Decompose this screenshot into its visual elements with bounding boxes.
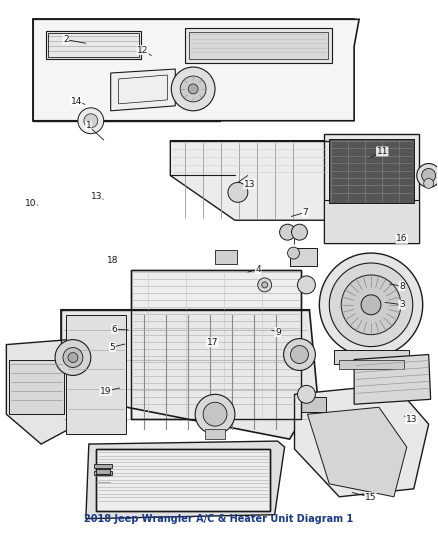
Polygon shape <box>66 315 126 434</box>
Bar <box>96 449 270 511</box>
Polygon shape <box>170 141 354 220</box>
Bar <box>215 250 237 264</box>
Circle shape <box>319 253 423 357</box>
Bar <box>96 449 270 511</box>
Bar <box>329 139 414 203</box>
Text: 2: 2 <box>63 35 69 44</box>
Circle shape <box>195 394 235 434</box>
Circle shape <box>424 179 434 188</box>
Circle shape <box>361 295 381 315</box>
Circle shape <box>84 114 98 128</box>
Circle shape <box>422 168 436 182</box>
Bar <box>131 270 301 419</box>
Text: 17: 17 <box>207 338 218 347</box>
Text: 9: 9 <box>275 328 281 337</box>
Circle shape <box>288 247 300 259</box>
Circle shape <box>262 282 268 288</box>
Circle shape <box>188 84 198 94</box>
Bar <box>290 248 318 266</box>
Bar <box>301 397 326 412</box>
Polygon shape <box>33 19 359 121</box>
Circle shape <box>417 164 438 188</box>
Circle shape <box>297 276 315 294</box>
Circle shape <box>329 263 413 346</box>
Text: 13: 13 <box>406 415 417 424</box>
Polygon shape <box>61 310 318 439</box>
Circle shape <box>258 278 272 292</box>
Bar <box>96 469 110 474</box>
Circle shape <box>68 352 78 362</box>
Polygon shape <box>307 407 407 497</box>
Text: 16: 16 <box>396 235 407 244</box>
Polygon shape <box>294 384 429 497</box>
Circle shape <box>180 76 206 102</box>
Bar <box>46 31 141 59</box>
Circle shape <box>297 385 315 403</box>
Text: 13: 13 <box>244 180 255 189</box>
Bar <box>96 469 110 474</box>
Text: 14: 14 <box>71 96 82 106</box>
Bar <box>94 471 112 475</box>
Circle shape <box>55 340 91 375</box>
Circle shape <box>171 67 215 111</box>
Bar <box>9 360 64 414</box>
Circle shape <box>292 224 307 240</box>
Text: 1: 1 <box>85 122 91 131</box>
Bar <box>324 134 419 243</box>
Text: 2018 Jeep Wrangler A/C & Heater Unit Diagram 1: 2018 Jeep Wrangler A/C & Heater Unit Dia… <box>85 514 353 523</box>
Circle shape <box>78 108 104 134</box>
Text: 4: 4 <box>255 265 261 273</box>
Circle shape <box>228 182 248 203</box>
Text: 12: 12 <box>137 46 148 55</box>
Text: 5: 5 <box>110 343 115 352</box>
Bar <box>96 469 110 474</box>
Bar <box>94 464 112 468</box>
Circle shape <box>341 275 401 335</box>
Text: 10: 10 <box>25 199 37 208</box>
Text: 11: 11 <box>376 147 388 156</box>
Bar <box>189 32 328 59</box>
Bar <box>324 200 419 243</box>
Bar <box>205 429 225 439</box>
Bar <box>339 360 404 369</box>
Polygon shape <box>7 340 69 444</box>
Text: 15: 15 <box>365 492 376 502</box>
Text: 8: 8 <box>399 281 405 290</box>
Bar <box>48 33 138 57</box>
Circle shape <box>283 338 315 370</box>
Bar <box>185 28 332 63</box>
Circle shape <box>203 402 227 426</box>
Text: 19: 19 <box>100 386 112 395</box>
Text: 18: 18 <box>106 256 118 265</box>
Text: 7: 7 <box>302 208 308 217</box>
Circle shape <box>63 348 83 367</box>
Bar <box>334 350 409 365</box>
Polygon shape <box>354 354 431 404</box>
Text: 13: 13 <box>91 192 102 201</box>
Circle shape <box>279 224 296 240</box>
Circle shape <box>290 345 308 364</box>
Polygon shape <box>111 69 175 111</box>
Bar <box>131 270 301 419</box>
Text: 3: 3 <box>399 300 405 309</box>
Text: 6: 6 <box>112 325 117 334</box>
Polygon shape <box>86 441 285 519</box>
